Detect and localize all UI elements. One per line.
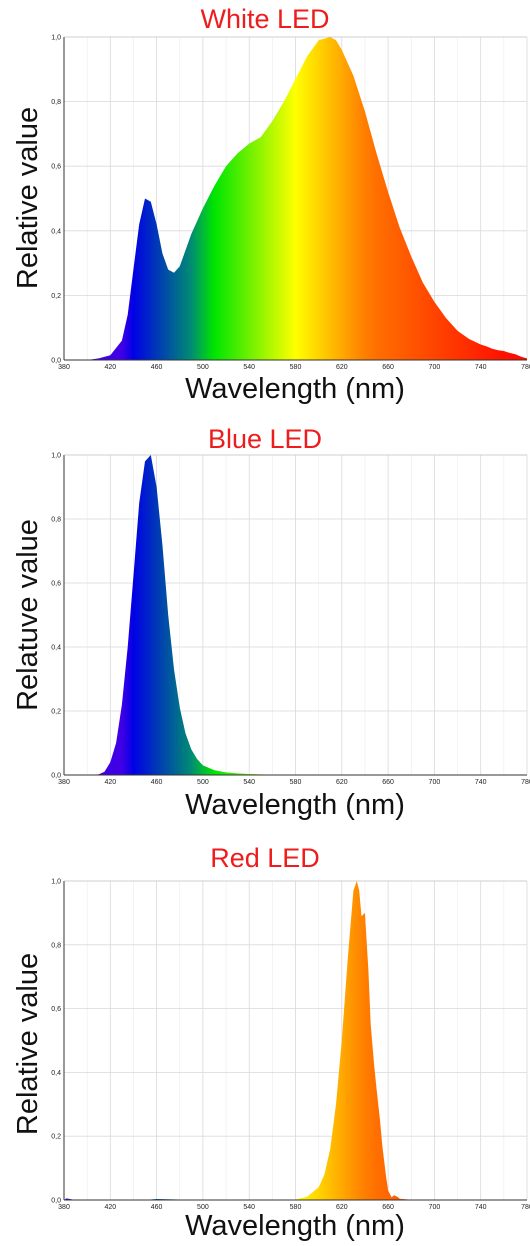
x-tick-label: 380 xyxy=(58,1204,70,1211)
spectrum-area xyxy=(64,455,527,775)
x-tick-label: 740 xyxy=(475,779,487,786)
y-tick-label: 0,8 xyxy=(51,517,61,524)
y-tick-label: 1,0 xyxy=(51,453,61,460)
y-tick-label: 0,8 xyxy=(51,99,61,106)
chart-title: Red LED xyxy=(210,843,320,873)
y-tick-label: 0,0 xyxy=(51,358,61,365)
x-tick-label: 740 xyxy=(475,364,487,371)
y-tick-label: 0,6 xyxy=(51,164,61,171)
chart-panel-blue-led: Blue LED Relatuve value 380 420 460 500 540 5… xyxy=(0,410,530,821)
y-tick-label: 1,0 xyxy=(51,879,61,886)
x-tick-label: 700 xyxy=(429,364,441,371)
spectrum-chart-blue-led: 380 420 460 500 540 580 620 660 700 740 780 0,0 0,2 0… xyxy=(51,453,530,787)
x-tick-label: 780 xyxy=(521,1204,530,1211)
y-tick-label: 0,2 xyxy=(51,293,61,300)
x-tick-label: 780 xyxy=(521,364,530,371)
x-tick-label: 580 xyxy=(290,1204,302,1211)
x-axis-label: Wavelength (nm) xyxy=(185,373,405,405)
chart-title: White LED xyxy=(200,4,330,34)
x-tick-label: 620 xyxy=(336,364,348,371)
spectrum-chart-red-led: 380 420 460 500 540 580 620 660 700 740 780 0,0 0,2 0… xyxy=(51,879,530,1212)
x-axis-label: Wavelength (nm) xyxy=(185,1210,405,1242)
x-tick-label: 380 xyxy=(58,779,70,786)
x-tick-label: 660 xyxy=(382,364,394,371)
x-tick-label: 540 xyxy=(243,1204,255,1211)
x-tick-label: 580 xyxy=(290,779,302,786)
y-tick-label: 0,0 xyxy=(51,773,61,780)
y-tick-label: 0,2 xyxy=(51,1134,61,1141)
x-tick-label: 420 xyxy=(104,1204,116,1211)
x-tick-label: 380 xyxy=(58,364,70,371)
x-tick-label: 780 xyxy=(521,779,530,786)
x-tick-label: 540 xyxy=(243,779,255,786)
y-tick-label: 0,2 xyxy=(51,709,61,716)
x-tick-label: 460 xyxy=(151,364,163,371)
y-tick-label: 0,4 xyxy=(51,228,61,235)
y-tick-label: 0,4 xyxy=(51,1070,61,1077)
chart-panel-red-led: Red LED Relative value 380 420 460 500 540 58… xyxy=(0,820,530,1246)
chart-panel-white-led: White LED Relative value 380 420 460 500 540… xyxy=(0,0,530,410)
x-tick-label: 620 xyxy=(336,779,348,786)
x-tick-label: 500 xyxy=(197,364,209,371)
spectrum-chart-white-led: 380 420 460 500 540 580 620 660 700 740 780 0,0 0,2 0… xyxy=(51,35,530,372)
x-axis-label: Wavelength (nm) xyxy=(185,789,405,821)
y-tick-label: 0,4 xyxy=(51,645,61,652)
x-tick-label: 460 xyxy=(151,779,163,786)
x-tick-label: 700 xyxy=(429,1204,441,1211)
chart-title: Blue LED xyxy=(207,424,323,454)
spectrum-area xyxy=(64,37,527,360)
x-tick-label: 660 xyxy=(382,1204,394,1211)
y-tick-label: 0,8 xyxy=(51,942,61,949)
y-tick-label: 0,0 xyxy=(51,1198,61,1205)
x-tick-label: 660 xyxy=(382,779,394,786)
x-tick-label: 740 xyxy=(475,1204,487,1211)
x-tick-label: 580 xyxy=(290,364,302,371)
x-tick-label: 420 xyxy=(104,779,116,786)
x-tick-label: 540 xyxy=(243,364,255,371)
x-tick-label: 700 xyxy=(429,779,441,786)
y-tick-label: 0,6 xyxy=(51,581,61,588)
y-tick-label: 0,6 xyxy=(51,1006,61,1013)
x-tick-label: 460 xyxy=(151,1204,163,1211)
x-tick-label: 500 xyxy=(197,1204,209,1211)
x-tick-label: 620 xyxy=(336,1204,348,1211)
y-tick-label: 1,0 xyxy=(51,35,61,42)
x-tick-label: 420 xyxy=(104,364,116,371)
x-tick-label: 500 xyxy=(197,779,209,786)
